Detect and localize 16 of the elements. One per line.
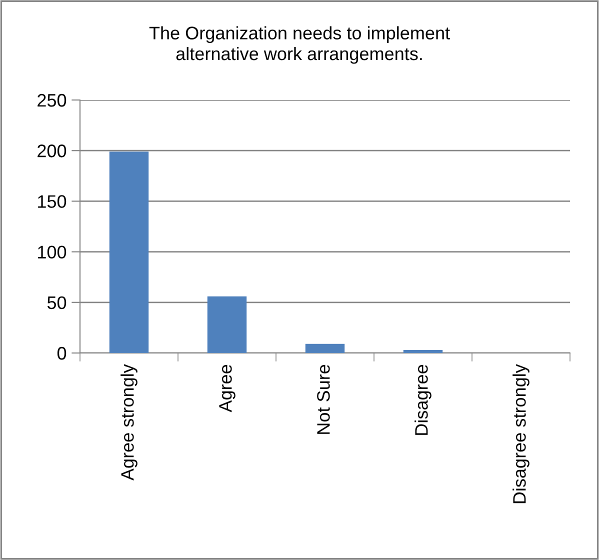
bar [207,296,247,353]
x-tick-label: Disagree strongly [512,364,530,504]
chart-title: The Organization needs to implement alternative work arrangements. [149,26,450,64]
y-tick-label: 200 [38,144,66,158]
y-tick-label: 100 [38,246,66,259]
y-tick-label: 50 [47,296,66,310]
bar [403,350,443,353]
x-tick-label: Agree [219,364,236,412]
y-tick-label: 150 [38,195,66,208]
x-tick-label: Not Sure [317,364,330,434]
y-tick-label: 250 [38,94,66,107]
bar [305,344,345,353]
bar [109,152,149,353]
y-tick-label: 0 [57,346,66,360]
x-tick-label: Disagree [414,364,432,435]
x-tick-label: Agree strongly [120,364,138,480]
